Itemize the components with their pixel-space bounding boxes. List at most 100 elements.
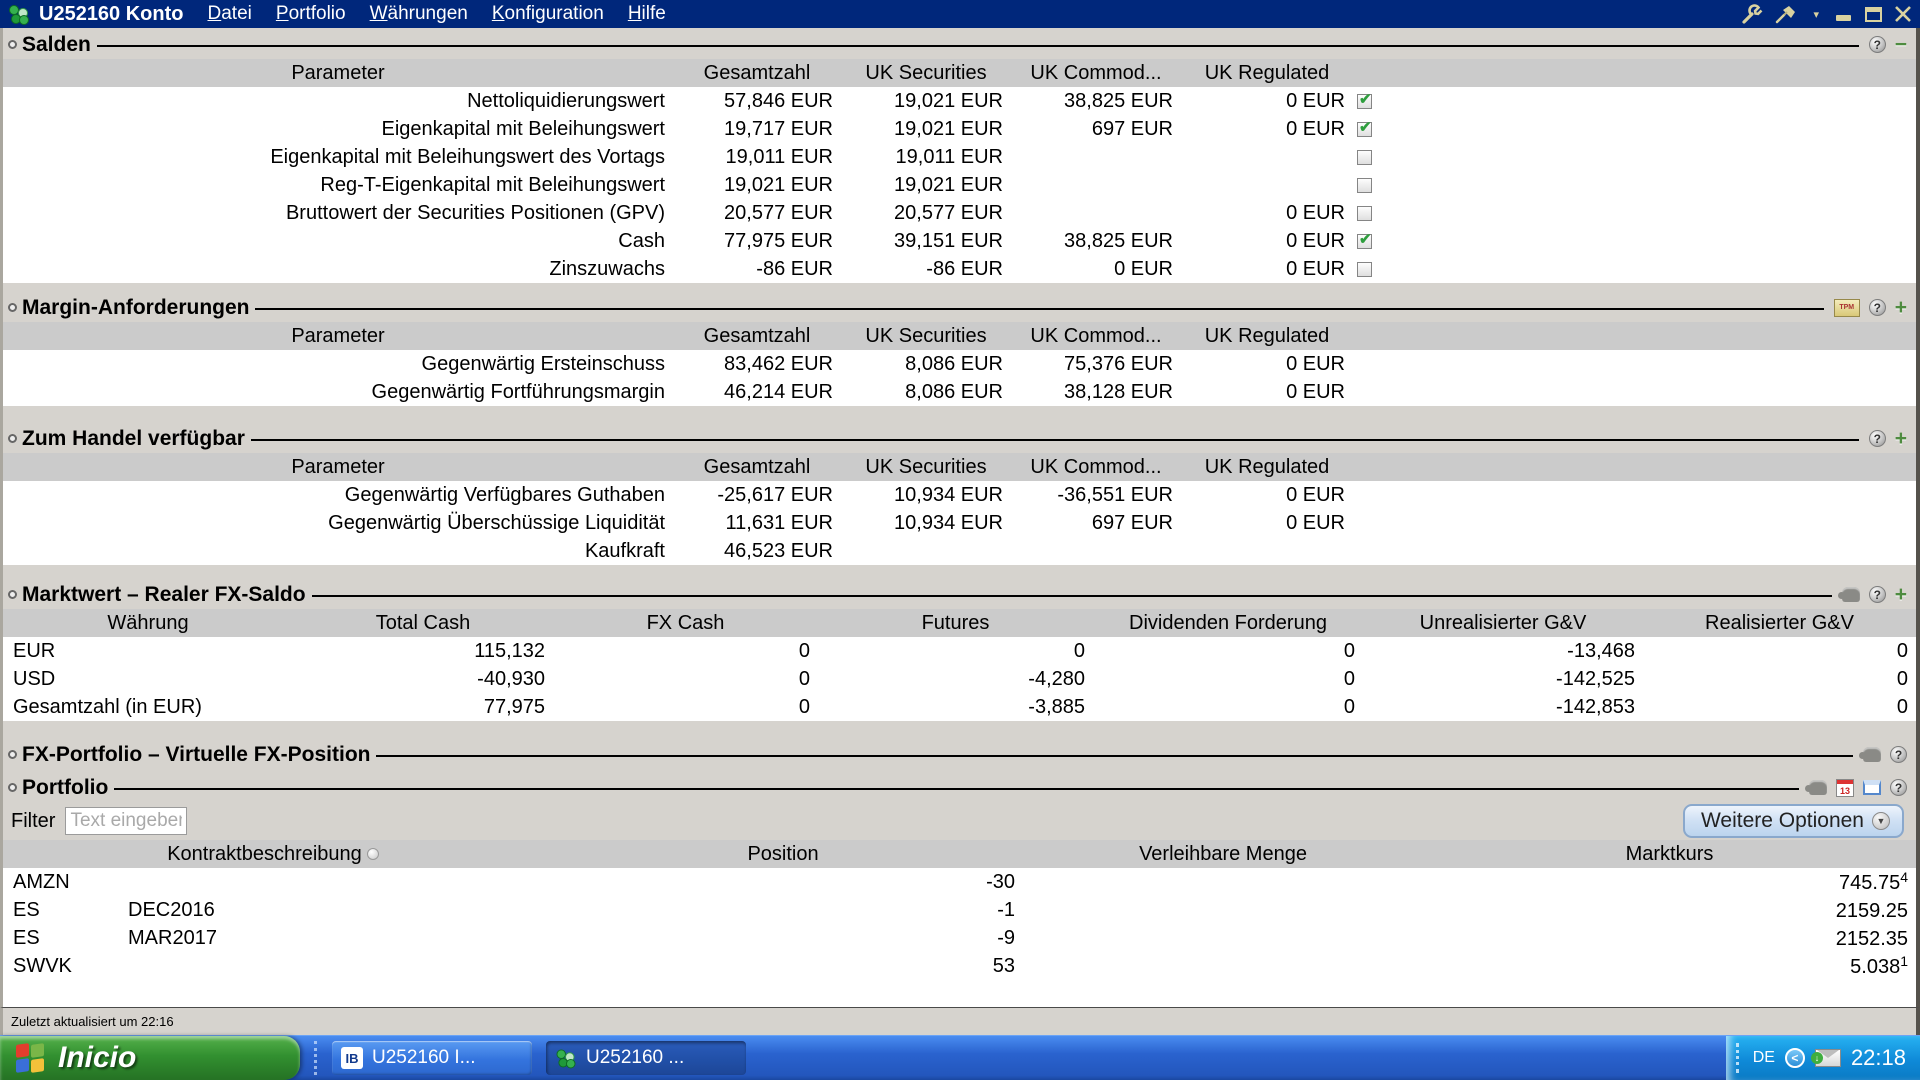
menu-konfiguration[interactable]: Konfiguration [491,3,604,24]
row-checkbox[interactable] [1357,261,1372,277]
section-toggle-icon[interactable] [8,434,17,443]
taskbar-item-konto[interactable]: U252160 ... [546,1041,746,1075]
col-kontraktbeschreibung[interactable]: Kontraktbeschreibung [3,840,544,868]
table-row: ES DEC2016 -1 2159.25 [3,896,1916,924]
help-icon[interactable]: ? [1868,36,1886,53]
col-marktkurs[interactable]: Marktkurs [1423,840,1916,868]
help-icon[interactable]: ? [1868,586,1886,603]
col-realisiert[interactable]: Realisierter G&V [1643,609,1916,637]
portfolio-table: Kontraktbeschreibung Position Verleihbar… [3,840,1916,980]
row-checkbox[interactable]: ✔ [1357,230,1372,249]
table-row: Eigenkapital mit Beleihungswert des Vort… [3,143,1916,171]
language-indicator[interactable]: DE [1752,1049,1775,1066]
collapse-icon[interactable]: − [1894,33,1907,56]
value-cell: 0 EUR [1286,257,1345,280]
value-cell: 38,825 EUR [1064,229,1173,252]
col-parameter[interactable]: Parameter [3,322,673,350]
table-header-row: Währung Total Cash FX Cash Futures Divid… [3,609,1916,637]
sort-icon [366,848,379,861]
window-icon[interactable] [1863,780,1881,795]
row-checkbox[interactable] [1357,149,1372,165]
section-rule [114,788,1799,790]
help-icon[interactable]: ? [1868,430,1886,447]
minimize-button[interactable] [1835,7,1853,22]
ib-logo-icon: IB [341,1047,363,1069]
col-uk-regulated[interactable]: UK Regulated [1181,322,1353,350]
tray-grip[interactable] [1735,1043,1739,1073]
menu-waehrungen[interactable]: Währungen [369,3,468,24]
section-toggle-icon[interactable] [8,590,17,599]
menu-datei[interactable]: Datei [207,3,252,24]
param-cell: Kaufkraft [584,539,665,562]
row-checkbox[interactable] [1357,177,1372,193]
value-cell: 10,934 EUR [894,511,1003,534]
row-checkbox[interactable]: ✔ [1357,90,1372,109]
col-uk-securities[interactable]: UK Securities [841,322,1011,350]
filter-input[interactable] [65,807,188,835]
help-icon[interactable]: ? [1890,746,1907,763]
menu-portfolio[interactable]: Portfolio [275,3,346,24]
section-title: Zum Handel verfügbar [22,426,245,450]
col-fx-cash[interactable]: FX Cash [553,609,818,637]
mail-tray-icon[interactable] [1810,1049,1841,1067]
col-parameter[interactable]: Parameter [3,453,673,481]
calendar-icon[interactable]: 13 [1836,778,1854,797]
section-toggle-icon[interactable] [8,40,17,49]
hand-icon[interactable] [1805,780,1827,795]
section-toggle-icon[interactable] [8,303,17,312]
help-icon[interactable]: ? [1868,299,1886,316]
value-cell: 0 EUR [1114,257,1173,280]
section-toggle-icon[interactable] [8,750,17,759]
menu-hilfe[interactable]: Hilfe [627,3,666,24]
value-cell: -86 EUR [926,257,1003,280]
tpm-badge-icon[interactable]: TPM [1833,298,1860,317]
value-cell: -40,930 [477,667,545,690]
col-gesamtzahl[interactable]: Gesamtzahl [673,59,841,87]
col-futures[interactable]: Futures [818,609,1093,637]
hide-icons-chevron[interactable]: < [1784,1048,1805,1068]
col-uk-regulated[interactable]: UK Regulated [1181,453,1353,481]
col-parameter[interactable]: Parameter [3,59,673,87]
value-cell: 75,376 EUR [1064,352,1173,375]
position-cell: -1 [997,898,1016,921]
row-checkbox[interactable]: ✔ [1357,118,1372,137]
expand-icon[interactable]: + [1894,296,1907,319]
expand-icon[interactable]: + [1894,583,1907,606]
col-uk-commod[interactable]: UK Commod... [1011,59,1181,87]
section-handel-header: Zum Handel verfügbar ? + [3,424,1916,453]
col-gesamtzahl[interactable]: Gesamtzahl [673,322,841,350]
value-cell: 11,631 EUR [725,511,833,534]
maximize-button[interactable] [1865,6,1882,22]
col-uk-securities[interactable]: UK Securities [841,453,1011,481]
table-row: Reg-T-Eigenkapital mit Beleihungswert 19,… [3,171,1916,199]
col-uk-regulated[interactable]: UK Regulated [1181,59,1353,87]
value-cell: 77,975 [483,695,545,718]
more-options-button[interactable]: Weitere Optionen ▼ [1682,804,1904,838]
start-button[interactable]: Inicio [0,1036,300,1080]
expand-icon[interactable]: + [1894,427,1907,450]
col-dividenden[interactable]: Dividenden Forderung [1093,609,1363,637]
hand-icon[interactable] [1859,747,1881,762]
col-position[interactable]: Position [543,840,1024,868]
col-uk-commod[interactable]: UK Commod... [1011,322,1181,350]
section-toggle-icon[interactable] [8,783,17,792]
hand-icon[interactable] [1837,587,1860,602]
value-cell: 0 EUR [1286,89,1345,112]
pin-icon[interactable] [1775,4,1797,24]
col-verleihbare-menge[interactable]: Verleihbare Menge [1023,840,1424,868]
col-uk-commod[interactable]: UK Commod... [1011,453,1181,481]
wrench-icon[interactable] [1741,4,1763,24]
menge-cell [1023,868,1423,896]
value-cell: -142,525 [1556,667,1635,690]
col-waehrung[interactable]: Währung [3,609,293,637]
chevron-down-icon[interactable]: ▾ [1813,8,1819,21]
close-button[interactable] [1894,6,1912,22]
value-cell: 0 [1343,667,1355,690]
taskbar-item-tws[interactable]: IB U252160 I... [332,1041,532,1075]
row-checkbox[interactable] [1357,205,1372,221]
help-icon[interactable]: ? [1890,779,1907,796]
col-gesamtzahl[interactable]: Gesamtzahl [673,453,841,481]
col-unrealisiert[interactable]: Unrealisierter G&V [1363,609,1643,637]
col-total-cash[interactable]: Total Cash [293,609,553,637]
col-uk-securities[interactable]: UK Securities [841,59,1011,87]
